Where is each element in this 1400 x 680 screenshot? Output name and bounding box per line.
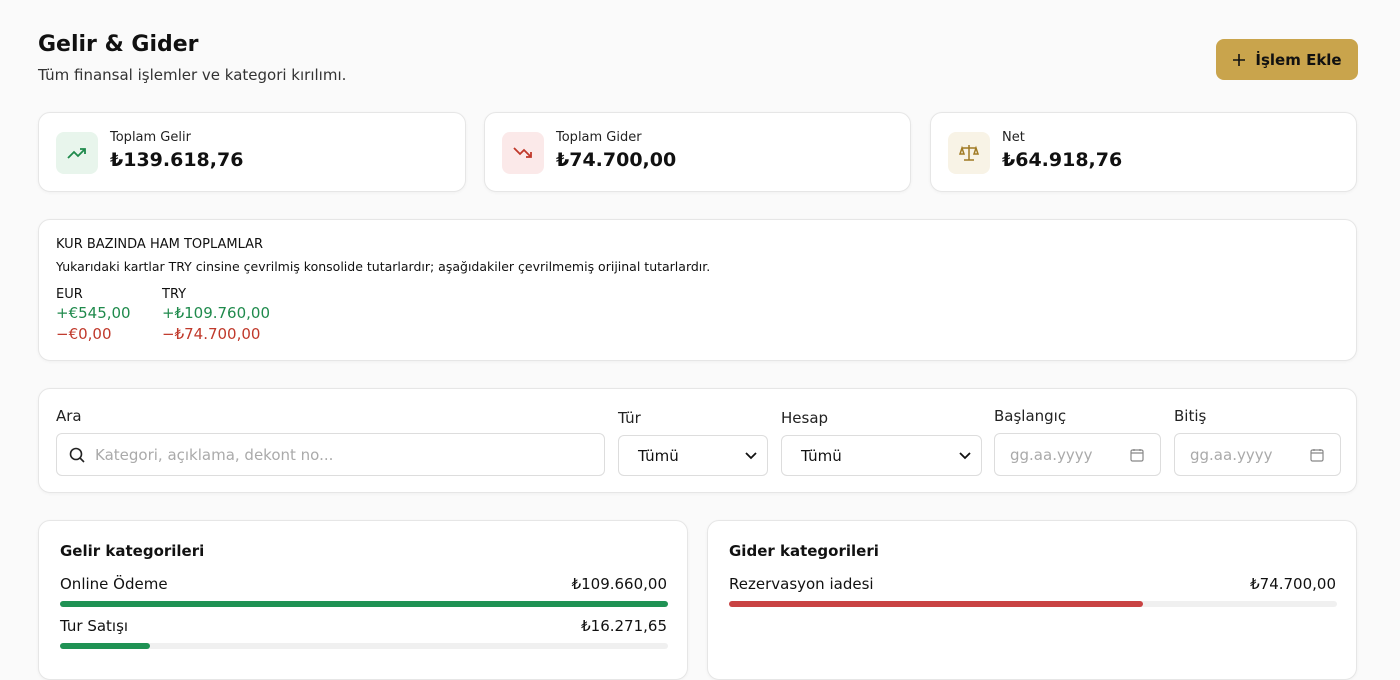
search-input[interactable]: Kategori, açıklama, dekont no... — [56, 433, 605, 476]
chevron — [959, 451, 971, 459]
currency-code: EUR — [56, 287, 83, 302]
account-select[interactable]: Tümü — [781, 435, 982, 476]
search-icon — [69, 447, 85, 463]
filter-label: Ara — [56, 407, 82, 425]
raw-totals-title: KUR BAZINDA HAM TOPLAMLAR — [56, 237, 264, 252]
type-select[interactable]: Tümü — [618, 435, 768, 476]
summary-card: Toplam Gider ₺74.700,00 — [484, 112, 911, 192]
chevron — [745, 451, 757, 459]
currency-income: +₺109.760,00 — [162, 304, 270, 322]
icon-box — [948, 132, 990, 174]
scale-icon — [959, 145, 979, 161]
filter-label: Bitiş — [1174, 407, 1207, 425]
icon-box — [502, 132, 544, 174]
plus-icon — [1233, 53, 1246, 66]
end-date-input[interactable]: gg.aa.yyyy — [1174, 433, 1341, 476]
filter-card: Ara Kategori, açıklama, dekont no... Tür… — [38, 388, 1357, 493]
placeholder: gg.aa.yyyy — [1010, 445, 1093, 464]
category-amount: ₺16.271,65 — [581, 617, 667, 635]
summary-label: Toplam Gelir — [110, 130, 191, 145]
income-categories-card: Gelir kategorileri Online Ödeme ₺109.660,0… — [38, 520, 688, 680]
trend-up-icon — [67, 148, 86, 159]
filter-label: Tür — [618, 409, 641, 427]
summary-label: Toplam Gider — [556, 130, 642, 145]
select-value: Tümü — [638, 446, 679, 465]
placeholder: gg.aa.yyyy — [1190, 445, 1273, 464]
calendar-icon — [1130, 448, 1144, 462]
expense-categories-card: Gider kategorileri Rezervasyon iadesi ₺74.… — [707, 520, 1357, 680]
icon-box — [56, 132, 98, 174]
summary-value: ₺64.918,76 — [1002, 149, 1123, 171]
category-amount: ₺109.660,00 — [571, 575, 667, 593]
raw-totals-note: Yukarıdaki kartlar TRY cinsine çevrilmiş… — [56, 259, 711, 274]
raw-totals-card: KUR BAZINDA HAM TOPLAMLAR Yukarıdaki kar… — [38, 219, 1357, 361]
progress-track — [60, 643, 668, 649]
currency-income: +€545,00 — [56, 304, 131, 322]
currency-expense: −€0,00 — [56, 325, 112, 343]
currency-expense: −₺74.700,00 — [162, 325, 261, 343]
button-label: İşlem Ekle — [1255, 50, 1342, 69]
currency-code: TRY — [162, 287, 187, 302]
select-value: Tümü — [801, 446, 842, 465]
category-name: Tur Satışı — [60, 617, 129, 635]
trend-down-icon — [513, 147, 532, 158]
progress-bar — [60, 643, 151, 649]
page-subtitle: Tüm finansal işlemler ve kategori kırılı… — [38, 66, 347, 84]
card-title: Gelir kategorileri — [60, 542, 205, 560]
category-name: Rezervasyon iadesi — [729, 575, 874, 593]
progress-bar — [60, 601, 668, 607]
start-date-input[interactable]: gg.aa.yyyy — [994, 433, 1161, 476]
calendar-icon — [1310, 448, 1324, 462]
progress-track — [60, 601, 668, 607]
category-amount: ₺74.700,00 — [1250, 575, 1336, 593]
summary-value: ₺74.700,00 — [556, 149, 677, 171]
summary-card: Toplam Gelir ₺139.618,76 — [38, 112, 466, 192]
progress-bar — [729, 601, 1144, 607]
filter-label: Hesap — [781, 409, 829, 427]
add-transaction-button[interactable]: İşlem Ekle — [1216, 39, 1358, 80]
page-title: Gelir & Gider — [38, 32, 199, 57]
summary-label: Net — [1002, 130, 1025, 145]
progress-track — [729, 601, 1337, 607]
summary-value: ₺139.618,76 — [110, 149, 244, 171]
page: Gelir & Gider Tüm finansal işlemler ve k… — [38, 32, 1358, 680]
filter-label: Başlangıç — [994, 407, 1067, 425]
category-name: Online Ödeme — [60, 575, 168, 593]
summary-card: Net ₺64.918,76 — [930, 112, 1357, 192]
card-title: Gider kategorileri — [729, 542, 879, 560]
placeholder: Kategori, açıklama, dekont no... — [95, 445, 334, 464]
